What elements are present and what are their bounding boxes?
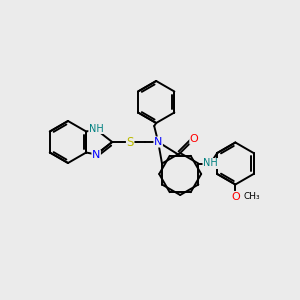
Text: O: O xyxy=(190,134,199,144)
Text: O: O xyxy=(231,191,240,202)
Text: N: N xyxy=(92,151,100,160)
Text: N: N xyxy=(154,137,162,147)
Text: NH: NH xyxy=(203,158,218,169)
Text: CH₃: CH₃ xyxy=(243,192,260,201)
Text: S: S xyxy=(127,136,134,148)
Text: NH: NH xyxy=(89,124,104,134)
